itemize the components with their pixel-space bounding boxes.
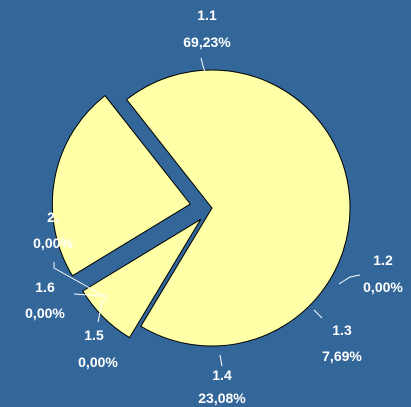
leader-line-1-6 xyxy=(73,293,108,297)
label-1-4-value: 23,08% xyxy=(198,390,246,406)
pie-slice-1-1 xyxy=(125,69,351,347)
pie-slice-1-3 xyxy=(82,218,202,339)
leader-line-1-2 xyxy=(338,274,361,285)
label-1-6-value: 0,00% xyxy=(25,305,65,321)
label-1-3-value: 7,69% xyxy=(322,348,362,364)
label-2-name: 2. xyxy=(47,209,59,225)
leader-line-1-1 xyxy=(200,57,206,73)
leader-lines xyxy=(53,57,361,367)
leader-line-2 xyxy=(53,262,105,297)
label-2-value: 0,00% xyxy=(33,235,73,251)
leader-line-1-4 xyxy=(219,354,223,367)
label-1-4-name: 1.4 xyxy=(212,367,232,383)
label-1-2-value: 0,00% xyxy=(363,279,403,295)
label-1-1-value: 69,23% xyxy=(183,34,231,50)
label-1-3-name: 1.3 xyxy=(332,322,352,338)
pie-slice-1-4 xyxy=(51,94,192,277)
label-1-2-name: 1.2 xyxy=(373,252,393,268)
pie-slices xyxy=(51,69,351,347)
label-1-5-name: 1.5 xyxy=(84,327,104,343)
label-1-1-name: 1.1 xyxy=(197,7,217,23)
leader-line-1-3 xyxy=(313,309,323,319)
label-1-6-name: 1.6 xyxy=(35,279,55,295)
label-1-5-value: 0,00% xyxy=(78,354,118,370)
leader-line-1-5 xyxy=(97,297,109,323)
